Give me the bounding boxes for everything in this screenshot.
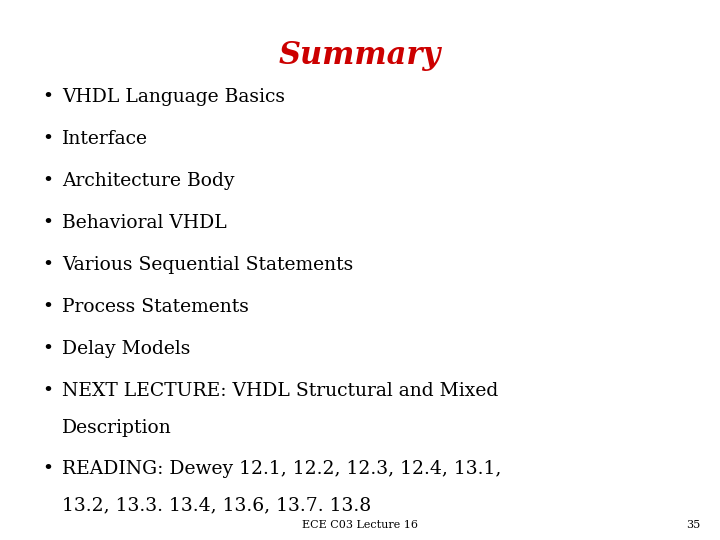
Text: •: •	[42, 172, 53, 190]
Text: NEXT LECTURE: VHDL Structural and Mixed: NEXT LECTURE: VHDL Structural and Mixed	[62, 382, 498, 400]
Text: Delay Models: Delay Models	[62, 340, 190, 358]
Text: •: •	[42, 130, 53, 148]
Text: Interface: Interface	[62, 130, 148, 148]
Text: •: •	[42, 88, 53, 106]
Text: •: •	[42, 382, 53, 400]
Text: VHDL Language Basics: VHDL Language Basics	[62, 88, 285, 106]
Text: •: •	[42, 298, 53, 316]
Text: ECE C03 Lecture 16: ECE C03 Lecture 16	[302, 520, 418, 530]
Text: •: •	[42, 340, 53, 358]
Text: •: •	[42, 256, 53, 274]
Text: •: •	[42, 214, 53, 232]
Text: 13.2, 13.3. 13.4, 13.6, 13.7. 13.8: 13.2, 13.3. 13.4, 13.6, 13.7. 13.8	[62, 497, 372, 515]
Text: Summary: Summary	[279, 40, 441, 71]
Text: •: •	[42, 460, 53, 478]
Text: Various Sequential Statements: Various Sequential Statements	[62, 256, 354, 274]
Text: 35: 35	[685, 520, 700, 530]
Text: Process Statements: Process Statements	[62, 298, 249, 316]
Text: READING: Dewey 12.1, 12.2, 12.3, 12.4, 13.1,: READING: Dewey 12.1, 12.2, 12.3, 12.4, 1…	[62, 460, 501, 478]
Text: Behavioral VHDL: Behavioral VHDL	[62, 214, 227, 232]
Text: Description: Description	[62, 419, 172, 437]
Text: Architecture Body: Architecture Body	[62, 172, 235, 190]
